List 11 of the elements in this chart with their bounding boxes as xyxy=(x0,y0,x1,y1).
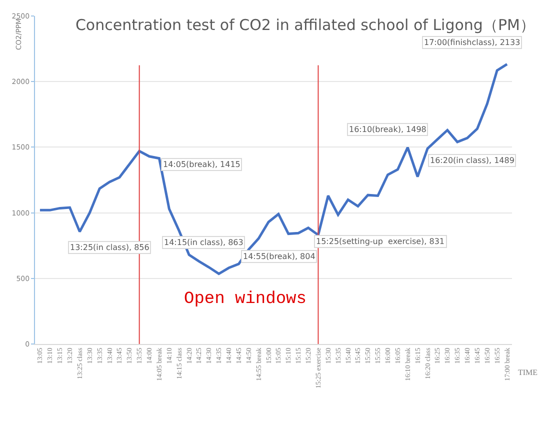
x-axis-title: TIME xyxy=(518,368,538,377)
annotation: 13:25(in class), 856 xyxy=(70,243,150,252)
annotation: 17:00(finishclass), 2133 xyxy=(424,38,520,47)
annotation: 16:20(in class), 1489 xyxy=(430,156,514,165)
chart-title: Concentration test of CO2 in affilated school of Ligong（PM） xyxy=(75,16,535,34)
annotation: 14:55(break), 804 xyxy=(243,252,316,261)
annotation: 14:15(in class), 863 xyxy=(164,238,244,247)
annotation: 15:25(setting-up exercise), 831 xyxy=(316,237,445,246)
annotation: Open windows xyxy=(184,290,306,309)
annotation: 14:05(break), 1415 xyxy=(163,160,240,169)
annotation: 16:10(break), 1498 xyxy=(349,125,426,134)
